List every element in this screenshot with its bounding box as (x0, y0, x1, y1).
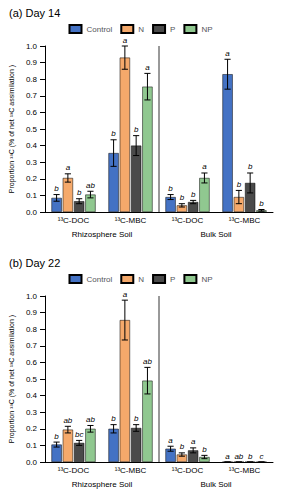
svg-text:¹³C-MBC: ¹³C-MBC (229, 466, 261, 475)
svg-text:ab: ab (143, 357, 152, 366)
svg-text:0.5: 0.5 (26, 125, 38, 134)
svg-text:0.9: 0.9 (26, 58, 38, 67)
svg-text:NP: NP (201, 275, 212, 284)
svg-text:0.0: 0.0 (26, 208, 38, 217)
svg-text:¹³C-MBC: ¹³C-MBC (229, 216, 261, 225)
svg-text:NP: NP (201, 25, 212, 34)
svg-text:c: c (259, 452, 263, 461)
svg-text:ab: ab (86, 415, 95, 424)
svg-text:a: a (168, 436, 173, 445)
svg-text:¹³C-MBC: ¹³C-MBC (115, 466, 147, 475)
svg-text:0.1: 0.1 (26, 441, 38, 450)
svg-text:b: b (111, 129, 116, 138)
svg-text:¹³C-DOC: ¹³C-DOC (172, 216, 204, 225)
svg-text:¹³C-DOC: ¹³C-DOC (58, 216, 90, 225)
svg-text:a: a (66, 163, 71, 172)
svg-text:a: a (202, 162, 207, 171)
svg-text:0.8: 0.8 (26, 75, 38, 84)
svg-text:0.3: 0.3 (26, 158, 38, 167)
svg-text:¹³C-MBC: ¹³C-MBC (115, 216, 147, 225)
svg-text:a: a (225, 49, 230, 58)
svg-text:ab: ab (234, 452, 243, 461)
svg-text:Control: Control (86, 275, 112, 284)
svg-text:Proportion ¹³C (% of net ¹³C a: Proportion ¹³C (% of net ¹³C assimilatio… (8, 315, 16, 443)
svg-text:1.0: 1.0 (26, 292, 38, 301)
svg-text:b: b (237, 180, 242, 189)
svg-text:0.5: 0.5 (26, 375, 38, 384)
svg-text:b: b (111, 414, 116, 423)
svg-text:b: b (180, 442, 185, 451)
svg-text:0.4: 0.4 (26, 141, 38, 150)
svg-text:0.6: 0.6 (26, 358, 38, 367)
svg-text:N: N (138, 275, 144, 284)
svg-text:0.7: 0.7 (26, 341, 38, 350)
svg-text:b: b (191, 190, 196, 199)
svg-text:a: a (145, 63, 150, 72)
svg-text:a: a (191, 437, 196, 446)
svg-text:a: a (123, 36, 128, 45)
svg-text:(b) Day 22: (b) Day 22 (9, 257, 60, 269)
svg-text:0.2: 0.2 (26, 174, 38, 183)
svg-text:ab: ab (86, 181, 95, 190)
svg-text:Bulk Soil: Bulk Soil (200, 230, 231, 239)
svg-text:b: b (259, 199, 264, 208)
svg-text:N: N (138, 25, 144, 34)
svg-text:P: P (170, 275, 175, 284)
svg-text:a: a (123, 290, 128, 299)
svg-text:0.0: 0.0 (26, 458, 38, 467)
svg-text:0.8: 0.8 (26, 325, 38, 334)
svg-text:0.9: 0.9 (26, 308, 38, 317)
svg-text:0.4: 0.4 (26, 391, 38, 400)
svg-text:b: b (180, 193, 185, 202)
svg-text:b: b (54, 432, 59, 441)
svg-text:b: b (54, 184, 59, 193)
svg-text:¹³C-DOC: ¹³C-DOC (58, 466, 90, 475)
svg-text:Rhizosphere Soil: Rhizosphere Soil (72, 480, 133, 489)
svg-text:Bulk Soil: Bulk Soil (200, 480, 231, 489)
svg-text:a: a (225, 452, 230, 461)
svg-text:0.2: 0.2 (26, 424, 38, 433)
svg-text:b: b (248, 162, 253, 171)
svg-text:(a) Day 14: (a) Day 14 (9, 7, 60, 19)
svg-text:b: b (134, 414, 139, 423)
svg-text:b: b (134, 125, 139, 134)
svg-text:1.0: 1.0 (26, 42, 38, 51)
svg-text:0.3: 0.3 (26, 408, 38, 417)
svg-text:¹³C-DOC: ¹³C-DOC (172, 466, 204, 475)
svg-text:Rhizosphere Soil: Rhizosphere Soil (72, 230, 133, 239)
svg-text:ab: ab (63, 416, 72, 425)
svg-text:0.6: 0.6 (26, 108, 38, 117)
svg-text:bc: bc (75, 430, 83, 439)
svg-text:0.7: 0.7 (26, 91, 38, 100)
svg-text:0.1: 0.1 (26, 191, 38, 200)
svg-text:b: b (202, 445, 207, 454)
svg-text:P: P (170, 25, 175, 34)
svg-text:b: b (77, 188, 82, 197)
svg-text:b: b (248, 452, 253, 461)
svg-text:b: b (168, 184, 173, 193)
svg-text:Control: Control (86, 25, 112, 34)
svg-text:Proportion ¹³C (% of net ¹³C a: Proportion ¹³C (% of net ¹³C assimilatio… (8, 65, 16, 193)
